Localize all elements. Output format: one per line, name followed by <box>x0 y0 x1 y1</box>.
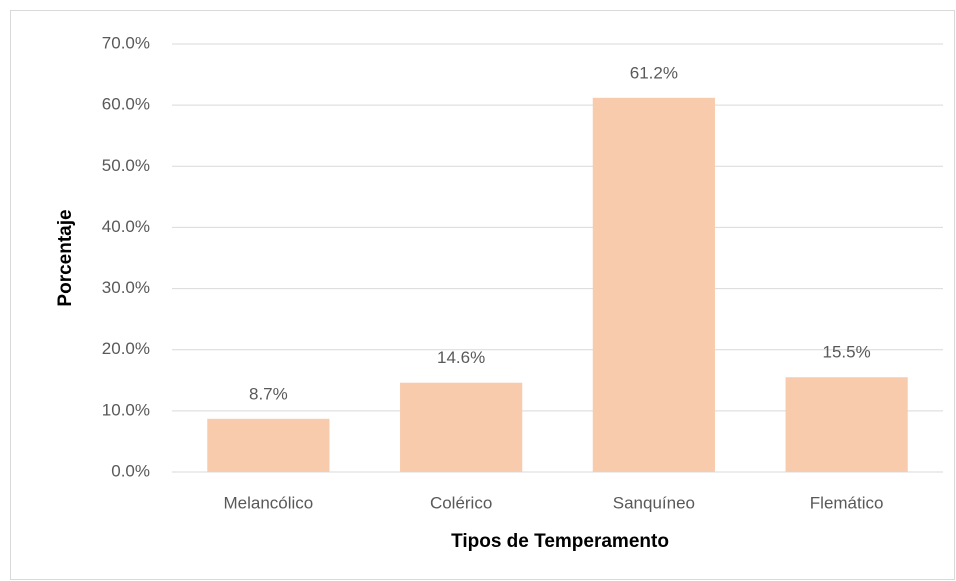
data-label: 15.5% <box>823 343 871 362</box>
x-tick-label: Sanquíneo <box>613 493 695 512</box>
y-tick-label: 10.0% <box>102 400 150 419</box>
x-tick-label: Flemático <box>810 493 884 512</box>
x-tick-label: Colérico <box>430 493 492 512</box>
bar <box>592 97 715 472</box>
bar <box>400 382 523 472</box>
y-tick-label: 30.0% <box>102 278 150 297</box>
y-tick-label: 70.0% <box>102 33 150 52</box>
y-tick-label: 40.0% <box>102 217 150 236</box>
y-tick-label: 50.0% <box>102 156 150 175</box>
data-label: 14.6% <box>437 348 485 367</box>
data-label: 8.7% <box>249 384 288 403</box>
y-axis-title: Porcentaje <box>55 209 76 306</box>
data-label: 61.2% <box>630 63 678 82</box>
y-tick-label: 20.0% <box>102 339 150 358</box>
y-tick-label: 60.0% <box>102 95 150 114</box>
bar <box>207 418 330 472</box>
bar <box>785 377 908 472</box>
y-tick-label: 0.0% <box>111 461 150 480</box>
x-axis-title: Tipos de Temperamento <box>451 531 669 552</box>
x-tick-label: Melancólico <box>223 493 313 512</box>
